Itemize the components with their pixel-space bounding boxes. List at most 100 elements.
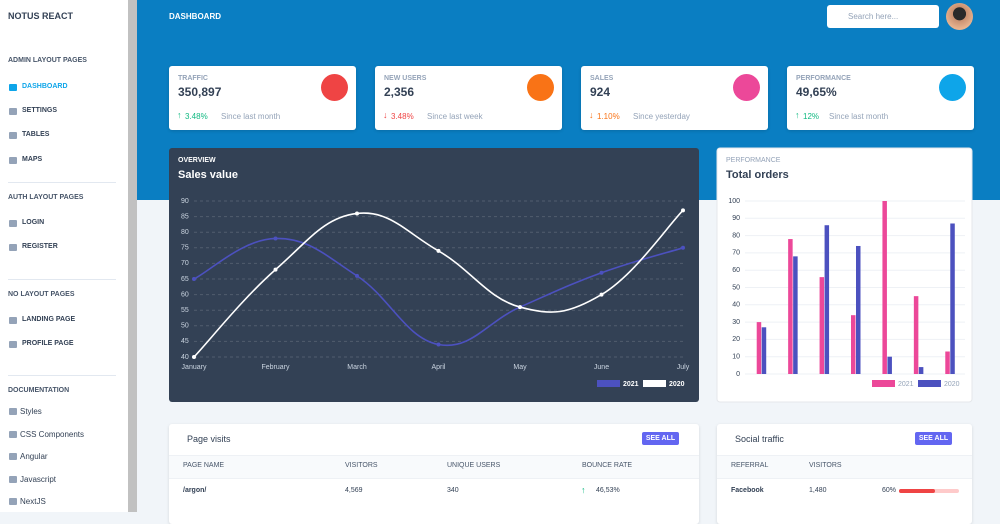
stat-icon: [321, 74, 348, 101]
chart-subtitle: OVERVIEW: [178, 157, 216, 164]
page-title[interactable]: DASHBOARD: [169, 12, 221, 21]
nav-icon: [9, 498, 17, 505]
legend-swatch: [918, 380, 941, 387]
nav-link[interactable]: LOGIN: [22, 219, 45, 226]
y-tick-label: 75: [181, 245, 189, 252]
legend-label: 2020: [669, 381, 685, 388]
point: [681, 208, 685, 213]
nav-icon: [9, 317, 17, 324]
y-tick-label: 100: [728, 198, 740, 205]
table-header-row: [717, 455, 972, 479]
nav-link[interactable]: TABLES: [22, 131, 50, 138]
table-cell: 46,53%: [596, 487, 620, 494]
nav-link[interactable]: MAPS: [22, 156, 43, 163]
trend-arrow: ↑: [581, 485, 586, 495]
y-tick-label: 50: [181, 323, 189, 330]
nav-icon: [9, 408, 17, 415]
stat-since: Since last month: [221, 112, 281, 121]
nav-link[interactable]: Angular: [20, 452, 48, 461]
stat-since: Since yesterday: [633, 112, 690, 121]
table-title: Social traffic: [735, 434, 784, 444]
stat-value: 350,897: [178, 85, 222, 99]
see-all-button[interactable]: SEE ALL: [915, 432, 952, 445]
nav-link[interactable]: LANDING PAGE: [22, 316, 76, 323]
bar: [882, 201, 887, 374]
legend-label: 2021: [898, 381, 914, 388]
column-header: PAGE NAME: [183, 462, 225, 469]
stat-title: SALES: [590, 75, 614, 82]
nav-link[interactable]: REGISTER: [22, 243, 58, 250]
stat-title: NEW USERS: [384, 75, 427, 82]
y-tick-label: 30: [732, 319, 740, 326]
divider: [8, 375, 116, 376]
column-header: VISITORS: [345, 462, 378, 469]
section-title: NO LAYOUT PAGES: [8, 291, 75, 298]
y-tick-label: 70: [181, 260, 189, 267]
nav-link[interactable]: CSS Components: [20, 430, 85, 439]
y-tick-label: 85: [181, 213, 189, 220]
nav-link[interactable]: Styles: [20, 407, 42, 416]
nav-icon: [9, 431, 17, 438]
nav-link[interactable]: PROFILE PAGE: [22, 340, 74, 347]
legend-swatch: [872, 380, 895, 387]
x-tick-label: January: [182, 364, 207, 371]
nav-icon: [9, 108, 17, 115]
y-tick-label: 45: [181, 338, 189, 345]
nav-icon: [9, 84, 17, 91]
trend-arrow: ↑: [177, 110, 182, 120]
bar: [950, 223, 955, 374]
table-cell: 4,569: [345, 487, 363, 494]
search-box[interactable]: [827, 5, 939, 28]
point: [599, 270, 604, 275]
trend-arrow: ↓: [589, 110, 594, 120]
legend-label: 2020: [944, 381, 960, 388]
nav-link[interactable]: Javascript: [20, 475, 57, 484]
x-tick-label: June: [594, 364, 609, 371]
chart-panel: [169, 148, 699, 402]
y-tick-label: 40: [732, 302, 740, 309]
y-tick-label: 50: [732, 284, 740, 291]
divider: [8, 279, 116, 280]
y-tick-label: 20: [732, 336, 740, 343]
column-header: UNIQUE USERS: [447, 462, 501, 469]
y-tick-label: 40: [181, 354, 189, 361]
point: [518, 305, 522, 310]
bar: [788, 239, 793, 374]
section-title: AUTH LAYOUT PAGES: [8, 194, 84, 201]
y-tick-label: 90: [181, 198, 189, 205]
y-tick-label: 55: [181, 307, 189, 314]
nav-icon: [9, 341, 17, 348]
bar: [913, 296, 919, 374]
legend-swatch: [597, 380, 620, 387]
point: [599, 292, 604, 297]
chart-panel: [716, 147, 973, 403]
stat-value: 924: [590, 85, 611, 99]
y-tick-label: 80: [732, 232, 740, 239]
x-tick-label: May: [513, 364, 527, 371]
stat-icon: [527, 74, 554, 101]
y-tick-label: 65: [181, 276, 189, 283]
nav-icon: [9, 220, 17, 227]
nav-icon: [9, 244, 17, 251]
nav-link[interactable]: NextJS: [20, 497, 46, 506]
stat-change: 3.48%: [391, 112, 414, 121]
bar: [756, 322, 762, 374]
point: [436, 342, 441, 347]
bar: [918, 367, 924, 374]
point: [436, 248, 441, 253]
stat-value: 49,65%: [796, 85, 837, 99]
brand[interactable]: NOTUS REACT: [8, 11, 73, 21]
point: [273, 236, 278, 241]
stat-since: Since last week: [427, 112, 483, 121]
stat-change: 12%: [803, 112, 820, 121]
nav-icon: [9, 476, 17, 483]
nav-link[interactable]: DASHBOARD: [22, 83, 68, 90]
nav-icon: [9, 453, 17, 460]
point: [355, 273, 359, 278]
column-header: VISITORS: [809, 462, 842, 469]
nav-link[interactable]: SETTINGS: [22, 107, 58, 114]
trend-arrow: ↑: [795, 110, 800, 120]
bar: [856, 245, 861, 374]
see-all-button[interactable]: SEE ALL: [642, 432, 679, 445]
avatar[interactable]: [946, 3, 973, 30]
